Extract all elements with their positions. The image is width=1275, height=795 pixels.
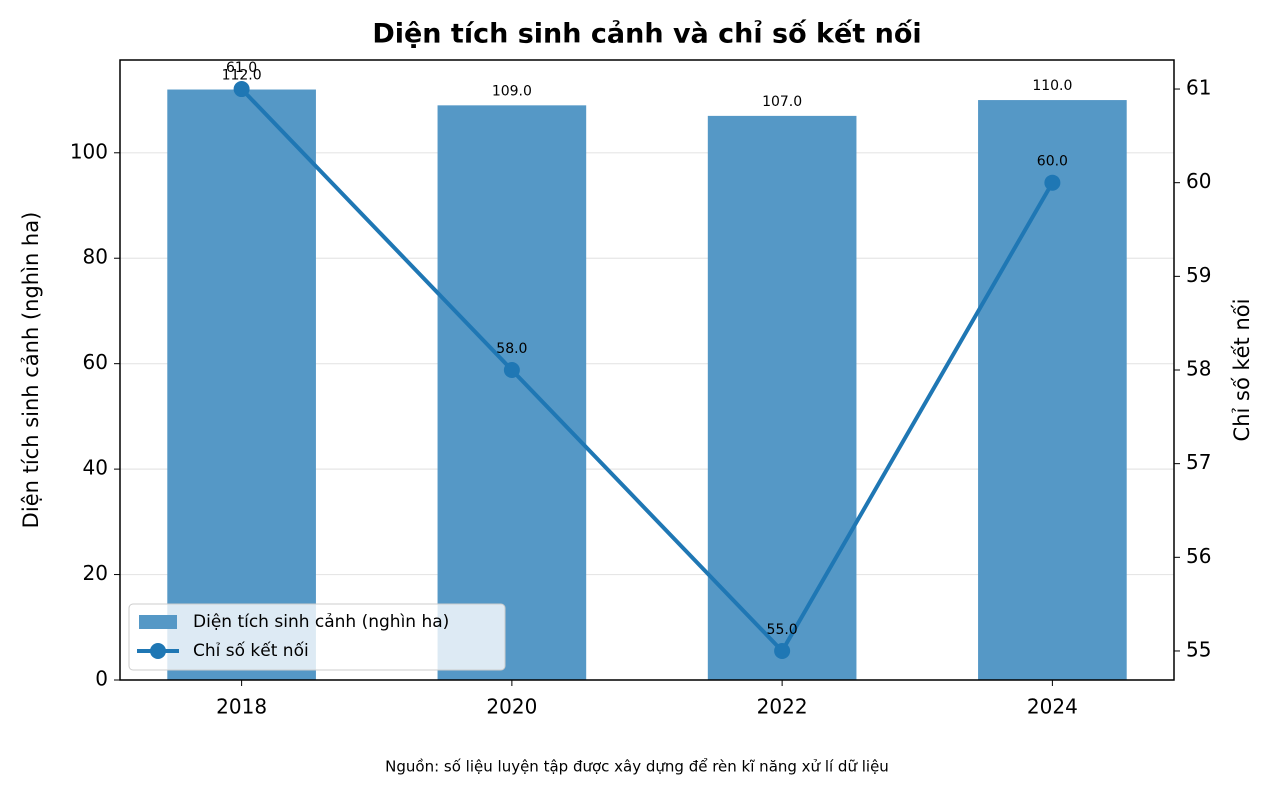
y2-tick-label: 60 <box>1186 169 1211 193</box>
legend-swatch <box>139 615 177 629</box>
plot-frame <box>119 59 1175 681</box>
line <box>240 87 1055 655</box>
marker <box>503 362 520 378</box>
value-label: 109.0 <box>492 83 532 99</box>
y-tick-label: 0 <box>95 667 108 691</box>
x-tick-label: 2022 <box>757 695 808 719</box>
y2-tick-label: 55 <box>1186 637 1211 661</box>
bar <box>167 89 316 681</box>
value-label: 55.0 <box>767 622 798 638</box>
x-tick-label: 2024 <box>1027 695 1078 719</box>
y-tick-label: 20 <box>83 561 108 585</box>
legend-marker <box>150 643 166 659</box>
y2-tick-label: 57 <box>1186 450 1211 474</box>
y2-tick-label: 59 <box>1186 263 1211 287</box>
legend-label: Diện tích sinh cảnh (nghìn ha) <box>193 612 449 632</box>
value-label: 107.0 <box>762 94 802 110</box>
bar <box>437 105 587 680</box>
value-label: 58.0 <box>496 341 527 357</box>
y2-axis-label: Chỉ số kết nối <box>1230 299 1254 442</box>
bar <box>978 100 1127 681</box>
marker <box>1044 174 1061 191</box>
value-label: 110.0 <box>1032 78 1072 94</box>
value-label: 60.0 <box>1037 154 1068 170</box>
x-tick-label: 2018 <box>216 695 267 719</box>
legend-box <box>128 603 506 671</box>
y-tick-label: 60 <box>83 350 108 374</box>
marker <box>774 642 791 659</box>
x-tick-label: 2020 <box>486 695 537 719</box>
marker <box>233 81 250 98</box>
bar <box>707 115 857 681</box>
y-tick-label: 80 <box>83 245 108 269</box>
y2-tick-label: 56 <box>1186 544 1211 568</box>
value-label: 112.0 <box>222 68 262 84</box>
legend-label: Chỉ số kết nối <box>193 640 309 661</box>
y-axis-label: Diện tích sinh cảnh (nghìn ha) <box>19 212 43 529</box>
y2-tick-label: 61 <box>1186 76 1211 100</box>
legend: Diện tích sinh cảnh (nghìn ha) Chỉ số kết… <box>128 603 506 671</box>
y-tick-label: 40 <box>83 456 108 480</box>
y2-tick-label: 58 <box>1186 357 1211 381</box>
chart-title: Diện tích sinh cảnh và chỉ số kết nối <box>372 19 921 50</box>
y-tick-label: 100 <box>70 139 108 163</box>
source-note: Nguồn: số liệu luyện tập được xây dựng đ… <box>385 758 889 776</box>
value-label: 61.0 <box>226 60 257 76</box>
